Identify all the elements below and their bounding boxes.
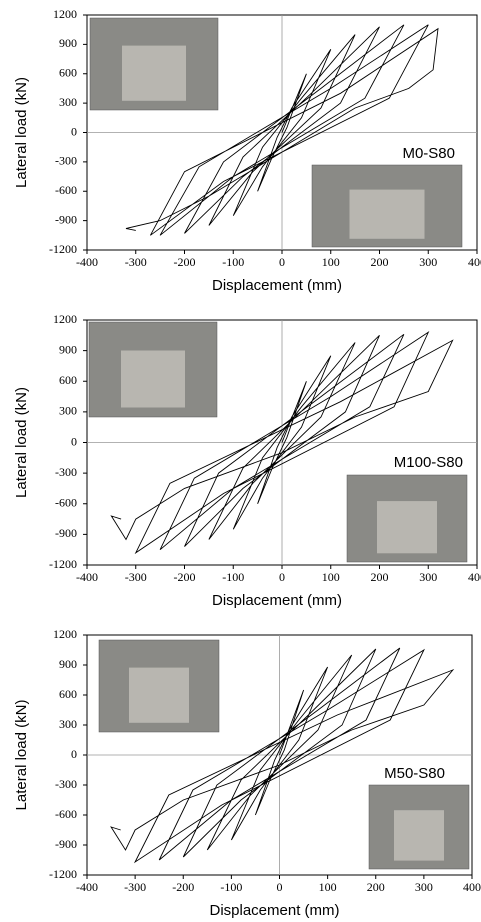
x-tick-label: 100 (322, 570, 340, 584)
y-tick-label: 900 (59, 36, 77, 50)
y-tick-label: 600 (59, 373, 77, 387)
x-tick-label: 0 (279, 570, 285, 584)
x-tick-label: -300 (125, 570, 147, 584)
x-tick-label: 300 (419, 570, 437, 584)
y-tick-label: -300 (55, 465, 77, 479)
chart-panel: -400 -300 -200 -100 0 100 200 300 400 -1200 -900 -6… (13, 627, 481, 919)
y-tick-label: 300 (59, 404, 77, 418)
x-tick-label: 200 (367, 880, 385, 894)
y-tick-label: 600 (59, 66, 77, 80)
x-tick-label: -400 (76, 570, 98, 584)
x-tick-label: -100 (222, 570, 244, 584)
y-tick-label: -600 (55, 496, 77, 510)
y-tick-label: 300 (59, 717, 77, 731)
specimen-photo-detail (129, 668, 189, 723)
y-tick-label: 0 (71, 124, 77, 138)
y-tick-label: 900 (59, 342, 77, 356)
y-tick-label: -900 (55, 837, 77, 851)
x-tick-label: -100 (222, 255, 244, 269)
y-tick-label: -300 (55, 154, 77, 168)
y-tick-label: 0 (71, 747, 77, 761)
x-tick-label: 400 (468, 255, 481, 269)
y-axis-label: Lateral load (kN) (13, 77, 30, 188)
annotation: M0-S80 (402, 145, 455, 162)
y-tick-label: -600 (55, 183, 77, 197)
x-tick-label: -400 (76, 880, 98, 894)
x-tick-label: 100 (319, 880, 337, 894)
x-tick-label: 0 (277, 880, 283, 894)
y-tick-label: -900 (55, 212, 77, 226)
specimen-photo-detail (122, 46, 186, 101)
x-axis-label: Displacement (mm) (212, 277, 342, 294)
x-tick-label: 400 (468, 570, 481, 584)
chart-panel: -400 -300 -200 -100 0 100 200 300 400 -1200 -900 -6… (13, 7, 481, 294)
y-tick-label: -300 (55, 777, 77, 791)
y-tick-label: 600 (59, 687, 77, 701)
x-tick-label: 200 (371, 255, 389, 269)
y-tick-label: 1200 (53, 312, 77, 326)
y-tick-label: 900 (59, 657, 77, 671)
y-tick-label: 1200 (53, 627, 77, 641)
x-tick-label: -100 (220, 880, 242, 894)
y-tick-label: 300 (59, 95, 77, 109)
specimen-photo-detail (377, 501, 437, 553)
y-tick-label: -1200 (49, 242, 77, 256)
x-tick-label: 100 (322, 255, 340, 269)
x-axis-label: Displacement (mm) (209, 902, 339, 919)
y-tick-label: 0 (71, 434, 77, 448)
x-tick-label: -400 (76, 255, 98, 269)
annotation: M100-S80 (394, 454, 463, 471)
y-tick-label: -1200 (49, 557, 77, 571)
annotation: M50-S80 (384, 765, 445, 782)
chart-panel: -400 -300 -200 -100 0 100 200 300 400 -1200 -900 -6… (13, 312, 481, 609)
x-tick-label: 300 (415, 880, 433, 894)
x-tick-label: -200 (174, 255, 196, 269)
figure: -400 -300 -200 -100 0 100 200 300 400 -1200 -900 -6… (0, 0, 481, 922)
x-tick-label: -300 (124, 880, 146, 894)
x-tick-label: -200 (172, 880, 194, 894)
specimen-photo-detail (121, 351, 185, 408)
x-axis-label: Displacement (mm) (212, 592, 342, 609)
x-tick-label: -200 (174, 570, 196, 584)
x-tick-label: 400 (463, 880, 481, 894)
x-tick-label: -300 (125, 255, 147, 269)
specimen-photo-detail (394, 810, 444, 860)
y-axis-label: Lateral load (kN) (13, 700, 30, 811)
x-tick-label: 200 (371, 570, 389, 584)
x-tick-label: 0 (279, 255, 285, 269)
y-axis-label: Lateral load (kN) (13, 387, 30, 498)
y-tick-label: -600 (55, 807, 77, 821)
specimen-photo-detail (350, 190, 425, 239)
x-tick-label: 300 (419, 255, 437, 269)
y-tick-label: -900 (55, 526, 77, 540)
y-tick-label: -1200 (49, 867, 77, 881)
y-tick-label: 1200 (53, 7, 77, 21)
